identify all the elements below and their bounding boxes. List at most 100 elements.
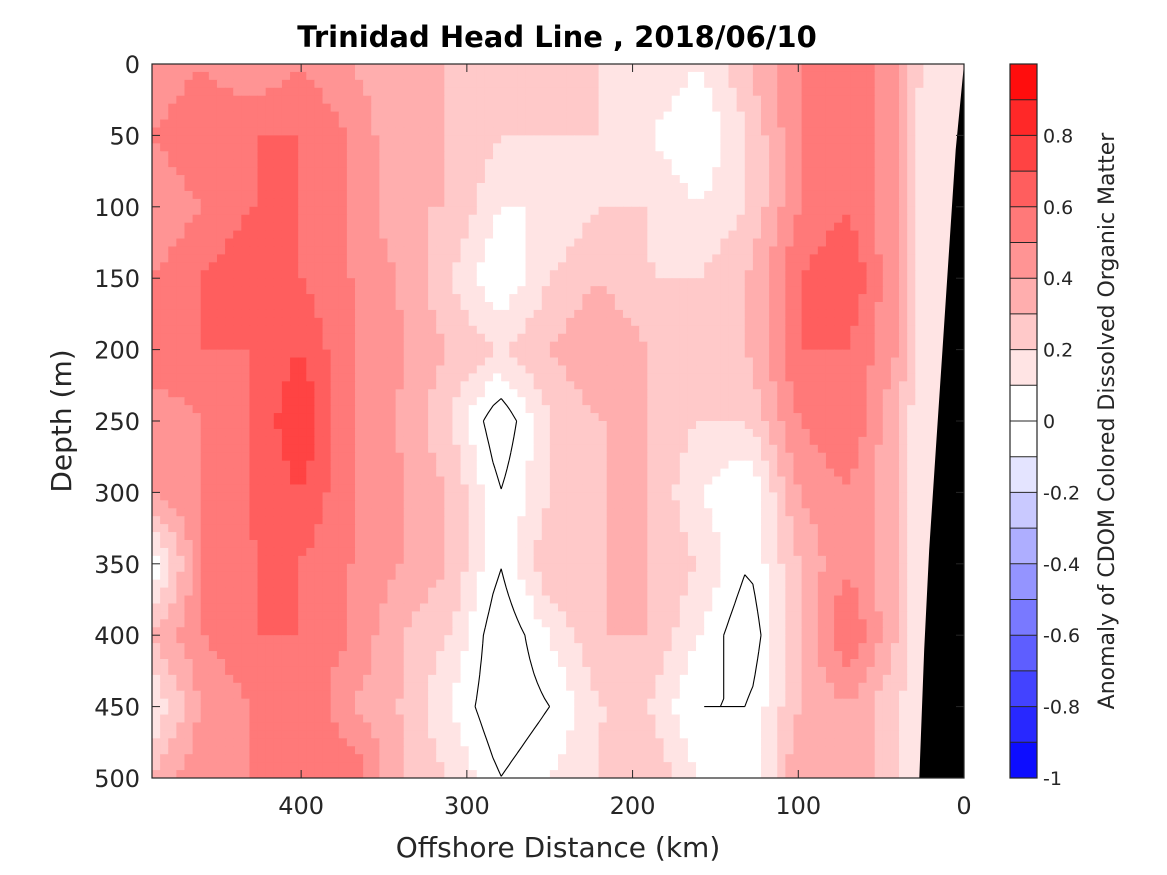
heatmap-cell bbox=[484, 294, 494, 303]
heatmap-cell bbox=[216, 389, 226, 398]
heatmap-cell bbox=[525, 317, 535, 327]
heatmap-cell bbox=[761, 341, 770, 351]
heatmap-cell bbox=[777, 381, 786, 390]
heatmap-cell bbox=[444, 87, 454, 97]
heatmap-cell bbox=[736, 270, 746, 279]
heatmap-cell bbox=[192, 238, 202, 248]
heatmap-cell bbox=[720, 79, 730, 89]
heatmap-cell bbox=[484, 428, 494, 438]
heatmap-cell bbox=[915, 309, 924, 319]
heatmap-cell bbox=[509, 103, 518, 113]
heatmap-cell bbox=[809, 421, 819, 430]
heatmap-cell bbox=[712, 389, 721, 398]
heatmap-cell bbox=[395, 428, 405, 438]
heatmap-cell bbox=[290, 143, 299, 152]
heatmap-cell bbox=[817, 71, 827, 81]
heatmap-cell bbox=[712, 381, 721, 390]
heatmap-cell bbox=[696, 317, 705, 327]
heatmap-cell bbox=[501, 294, 510, 303]
heatmap-cell bbox=[663, 64, 673, 73]
heatmap-cell bbox=[809, 71, 819, 81]
heatmap-cell bbox=[915, 333, 924, 343]
heatmap-cell bbox=[379, 222, 389, 232]
heatmap-cell bbox=[298, 452, 307, 462]
heatmap-cell bbox=[200, 302, 210, 311]
heatmap-cell bbox=[907, 127, 916, 136]
heatmap-cell bbox=[890, 373, 900, 382]
heatmap-cell bbox=[728, 246, 738, 255]
heatmap-cell bbox=[566, 309, 575, 319]
heatmap-cell bbox=[460, 214, 470, 224]
heatmap-cell bbox=[184, 309, 194, 319]
heatmap-cell bbox=[468, 135, 478, 144]
heatmap-cell bbox=[338, 381, 348, 390]
heatmap-cell bbox=[476, 397, 486, 406]
heatmap-cell bbox=[728, 349, 738, 359]
heatmap-cell bbox=[509, 357, 518, 367]
heatmap-cell bbox=[817, 262, 827, 271]
heatmap-cell bbox=[785, 183, 795, 192]
heatmap-cell bbox=[866, 428, 876, 438]
heatmap-cell bbox=[241, 270, 251, 279]
heatmap-cell bbox=[208, 79, 218, 89]
heatmap-cell bbox=[687, 79, 697, 89]
heatmap-cell bbox=[200, 95, 210, 105]
heatmap-cell bbox=[525, 381, 535, 390]
heatmap-cell bbox=[907, 286, 916, 295]
heatmap-cell bbox=[257, 95, 267, 105]
heatmap-cell bbox=[436, 103, 445, 113]
heatmap-cell bbox=[444, 428, 454, 438]
heatmap-cell bbox=[346, 397, 356, 406]
heatmap-cell bbox=[501, 103, 510, 113]
heatmap-cell bbox=[777, 309, 786, 319]
heatmap-cell bbox=[290, 167, 299, 176]
heatmap-cell bbox=[882, 95, 892, 105]
heatmap-cell bbox=[663, 190, 673, 200]
heatmap-cell bbox=[330, 135, 340, 144]
heatmap-cell bbox=[874, 317, 884, 327]
heatmap-cell bbox=[631, 325, 640, 335]
heatmap-cell bbox=[265, 262, 275, 271]
heatmap-cell bbox=[233, 317, 242, 327]
heatmap-cell bbox=[549, 143, 559, 152]
heatmap-cell bbox=[696, 151, 705, 160]
heatmap-cell bbox=[290, 135, 299, 144]
heatmap-cell bbox=[777, 190, 786, 200]
heatmap-cell bbox=[436, 87, 445, 97]
heatmap-cell bbox=[736, 206, 746, 216]
heatmap-cell bbox=[671, 127, 681, 136]
heatmap-cell bbox=[639, 190, 648, 200]
heatmap-cell bbox=[208, 452, 218, 462]
heatmap-cell bbox=[696, 198, 705, 208]
heatmap-cell bbox=[817, 405, 827, 414]
heatmap-cell bbox=[273, 309, 283, 319]
heatmap-cell bbox=[752, 183, 762, 192]
heatmap-cell bbox=[793, 95, 803, 105]
heatmap-cell bbox=[493, 309, 502, 319]
heatmap-cell bbox=[428, 135, 437, 144]
heatmap-cell bbox=[484, 167, 494, 176]
heatmap-cell bbox=[216, 365, 226, 374]
heatmap-cell bbox=[834, 309, 843, 319]
heatmap-cell bbox=[249, 79, 259, 89]
heatmap-cell bbox=[436, 365, 445, 374]
heatmap-cell bbox=[484, 349, 494, 359]
heatmap-cell bbox=[655, 151, 665, 160]
heatmap-cell bbox=[501, 444, 510, 454]
heatmap-cell bbox=[208, 341, 218, 351]
heatmap-cell bbox=[874, 413, 884, 422]
heatmap-cell bbox=[509, 206, 518, 216]
heatmap-cell bbox=[387, 64, 397, 73]
heatmap-cell bbox=[939, 127, 949, 136]
heatmap-cell bbox=[419, 294, 429, 303]
heatmap-cell bbox=[631, 230, 640, 240]
heatmap-cell bbox=[663, 365, 673, 374]
heatmap-cell bbox=[533, 71, 543, 81]
heatmap-cell bbox=[403, 151, 413, 160]
heatmap-cell bbox=[257, 349, 267, 359]
heatmap-cell bbox=[152, 143, 161, 152]
heatmap-cell bbox=[817, 286, 827, 295]
heatmap-cell bbox=[200, 397, 210, 406]
heatmap-cell bbox=[582, 111, 592, 121]
heatmap-cell bbox=[890, 309, 900, 319]
